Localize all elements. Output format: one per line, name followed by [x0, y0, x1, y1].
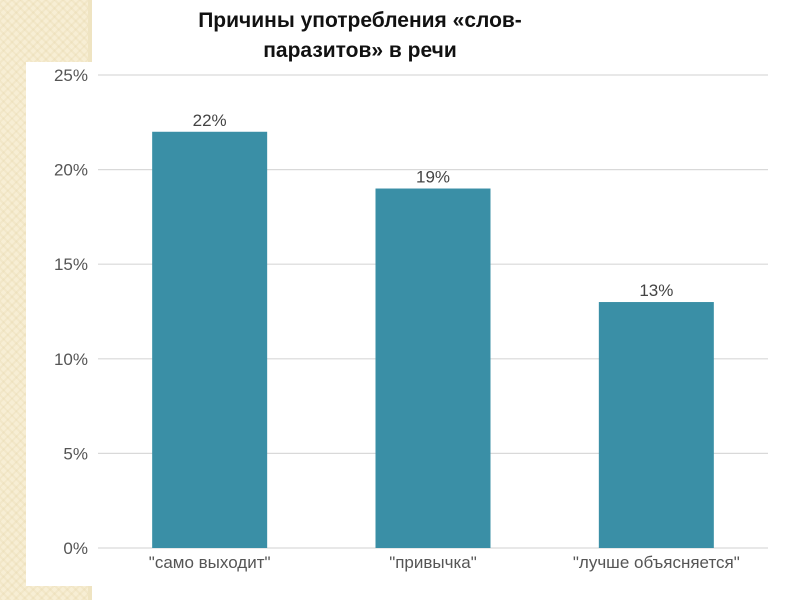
y-tick-label: 0% — [63, 539, 88, 558]
bar — [598, 302, 714, 548]
x-tick-label: "само выходит" — [149, 553, 271, 572]
x-tick-label: "привычка" — [389, 553, 477, 572]
chart-title-line-1: Причины употребления «слов- — [198, 9, 522, 32]
y-tick-label: 25% — [54, 66, 88, 85]
chart-title: Причины употребления «слов- паразитов» в… — [150, 6, 570, 66]
data-label: 19% — [416, 168, 450, 187]
data-label: 13% — [639, 281, 673, 300]
y-tick-label: 20% — [54, 161, 88, 180]
bar-chart: 0% 5% 10% 15% 20% 25% 22% "само выходит" 19% "при… — [54, 66, 768, 572]
y-tick-label: 5% — [63, 444, 88, 463]
chart-title-line-2: паразитов» в речи — [263, 39, 457, 62]
chart-area: 0% 5% 10% 15% 20% 25% 22% "само выходит" 19% "при… — [26, 62, 780, 586]
bar — [375, 188, 491, 548]
bar — [152, 131, 268, 548]
y-tick-label: 15% — [54, 255, 88, 274]
x-tick-label: "лучше объясняется" — [573, 553, 740, 572]
data-label: 22% — [193, 111, 227, 130]
y-tick-label: 10% — [54, 350, 88, 369]
